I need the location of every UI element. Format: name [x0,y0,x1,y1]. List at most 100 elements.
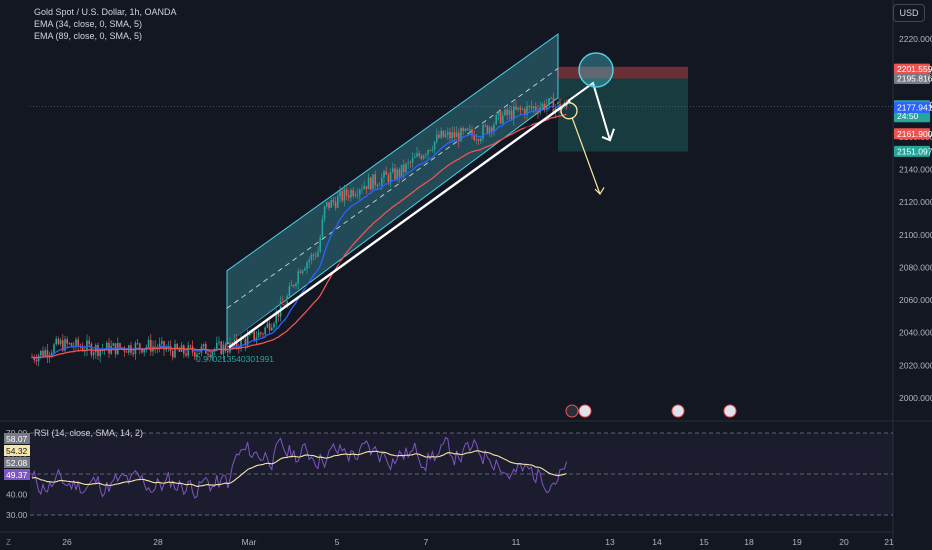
candle-body [271,327,273,331]
candle-body [444,134,447,137]
candle-body [405,163,407,173]
rsi-ma-line [31,450,567,487]
candle-body [546,104,548,110]
candle-body [260,332,262,334]
candles-group [31,92,568,367]
event-flag-icon [671,404,685,418]
candle-body [372,174,374,190]
candle-body [323,206,326,220]
candle-body [367,177,370,190]
candle-body [484,125,486,127]
candle-body [59,340,62,345]
x-tick-label: 5 [335,537,340,547]
candle-body [453,132,456,138]
candle-body [506,109,508,115]
candle-body [350,189,352,198]
candle-body [299,271,302,274]
candle-body [211,351,214,357]
candle-body [361,189,363,190]
candle-body [370,177,372,190]
candle-body [306,262,308,269]
candle-body [497,111,500,115]
candle-body [455,132,458,138]
candle-body [99,349,101,357]
candle-body [88,340,90,345]
y-tick-label: 2080.000 [899,262,932,272]
candle-body [491,127,493,132]
candle-body [233,337,236,345]
candle-body [524,109,526,115]
candle-body [502,115,504,124]
candle-body [68,343,71,344]
candle-body [95,345,97,353]
candle-body [176,344,178,350]
candle-body [515,106,517,110]
candle-body [352,189,354,196]
candle-body [207,353,209,355]
candle-body [262,333,264,335]
y-tick-label: 2120.000 [899,197,932,207]
candle-body [392,168,394,173]
candle-body [185,353,187,356]
candle-body [508,110,511,115]
x-tick-label: 7 [424,537,429,547]
candle-body [42,350,44,356]
candle-body [422,155,425,159]
rsi-value-text: 54.32 [6,446,28,456]
candle-body [227,350,229,353]
candle-body [513,106,515,120]
candle-body [387,174,390,183]
candle-body [57,338,60,345]
take-profit-zone [558,78,688,152]
candle-body [315,255,317,257]
candle-body [328,202,330,208]
candle-body [288,286,291,297]
candle-body [125,351,128,353]
y-tick-label: 2020.000 [899,360,932,370]
timezone-icon[interactable]: Z [6,538,11,547]
candle-body [317,251,319,257]
price-tag-text: 2151.097 [897,146,932,156]
rsi-value-tag [4,445,30,456]
candle-body [290,284,293,287]
trendline-gap [228,95,571,343]
y-tick-label: 2040.000 [899,328,932,338]
candle-body [552,97,555,113]
x-tick-label: 13 [605,537,615,547]
candle-body [143,349,145,353]
rsi-tick-label: 40.00 [6,490,28,500]
candle-body [383,171,385,178]
cyan-circle [578,52,614,88]
currency-button[interactable]: USD [893,4,925,22]
candle-body [165,348,167,350]
candle-body [218,341,220,343]
candle-body [557,102,559,106]
candle-body [286,296,288,307]
candle-body [240,338,242,349]
price-tag-ema34 [894,102,930,114]
candle-body [550,97,552,99]
candle-body [62,340,64,351]
x-tick-label: 21 [884,537,894,547]
candle-body [264,327,266,335]
candle-body [480,138,482,142]
candle-body [464,128,467,131]
candle-body [304,268,306,271]
y-tick-label: 2220.000 [899,34,932,44]
candle-body [414,156,416,158]
candle-body [394,168,396,180]
candle-body [117,343,119,355]
candle-body [431,149,434,151]
candle-body [447,132,449,135]
candle-body [418,153,420,157]
candle-body [334,202,337,208]
candle-body [365,186,368,190]
candle-body [460,128,462,142]
price-tag-subtext: 24:50 [897,111,919,121]
price-tag-ema89 [894,128,930,140]
candle-body [451,132,453,139]
candle-body [249,332,251,336]
candle-body [161,341,163,344]
